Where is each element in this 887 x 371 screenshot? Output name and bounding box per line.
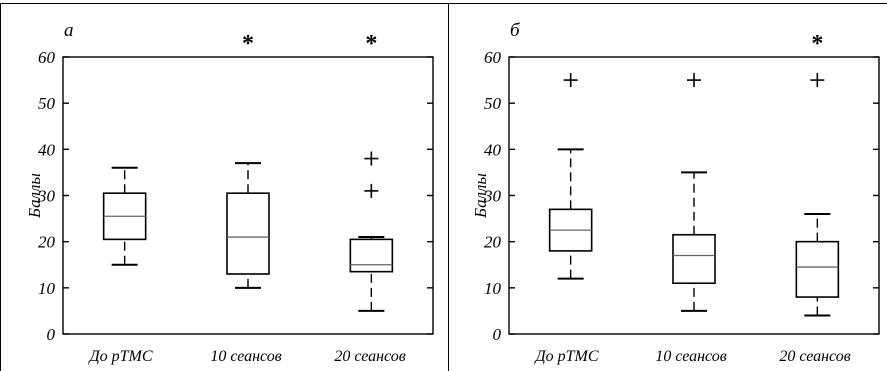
x-category-label: 20 сеансов [779,348,850,365]
x-category-label: До рТМС [87,348,152,365]
y-tick-label: 20 [38,233,56,252]
y-tick-label: 40 [484,140,502,159]
y-tick-label: 60 [38,48,56,67]
panel-label: а [64,20,74,41]
y-tick-label: 10 [484,279,502,298]
box-iqr [226,192,270,275]
x-category-label: До рТМС [533,348,598,365]
x-category-label: 10 сеансов [210,348,281,365]
x-category-label: 20 сеансов [334,348,405,365]
x-category-label: 10 сеансов [655,348,726,365]
y-axis-label: Баллы [471,173,490,219]
y-tick-label: 50 [484,94,502,113]
y-tick-label: 40 [38,140,56,159]
box-iqr [349,238,394,273]
y-axis-label: Баллы [25,173,44,219]
panel-label: б [510,20,521,41]
y-tick-label: 60 [484,48,502,67]
box-iqr [672,233,716,285]
box-iqr [795,240,840,298]
y-tick-label: 50 [38,94,56,113]
y-tick-label: 30 [483,187,502,206]
y-tick-label: 10 [38,279,56,298]
significance-star: * [242,31,254,57]
y-tick-label: 0 [47,325,56,344]
y-tick-label: 0 [493,325,502,344]
y-tick-label: 20 [484,233,502,252]
significance-star: * [365,31,377,57]
y-tick-label: 30 [37,187,56,206]
significance-star: * [811,31,823,57]
